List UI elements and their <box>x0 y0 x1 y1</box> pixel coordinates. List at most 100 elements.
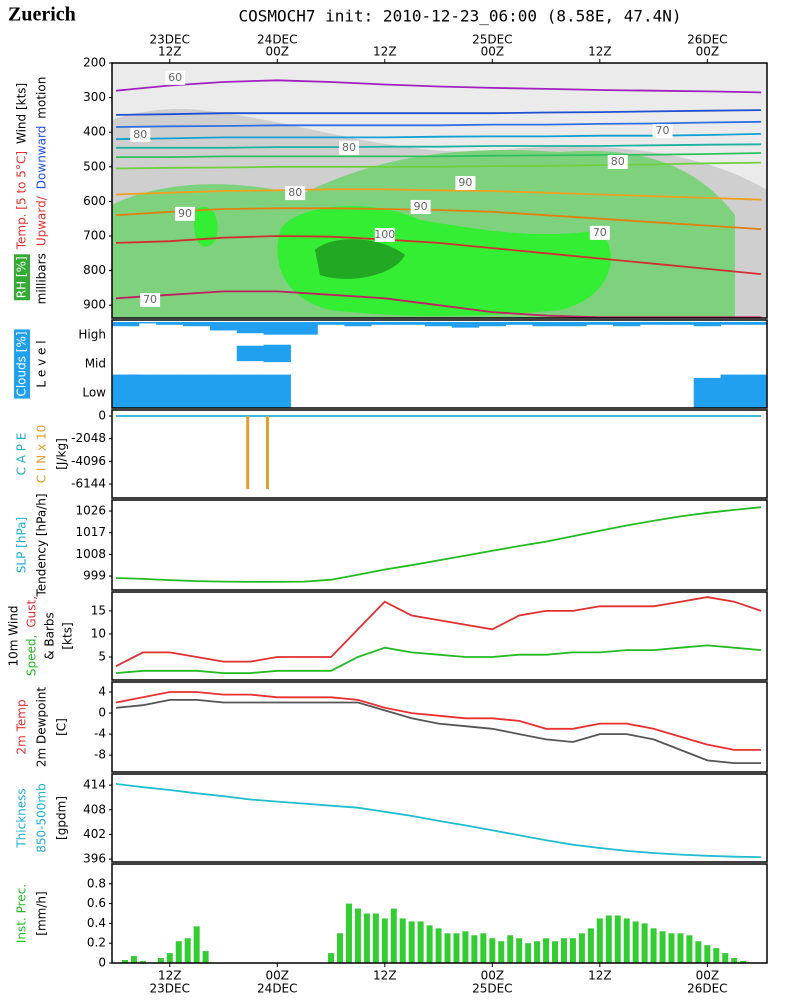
bar <box>372 913 379 963</box>
bar <box>157 958 164 963</box>
cloud-bar <box>371 322 399 325</box>
bar <box>453 933 460 963</box>
y-tick-label: 0 <box>98 706 106 720</box>
y-tick-label: 1008 <box>75 547 106 561</box>
date-label: 24DEC <box>257 33 297 47</box>
rh-saturated-area <box>194 206 218 247</box>
axis-label: millibars <box>35 253 49 304</box>
bar <box>498 941 505 963</box>
cloud-bar <box>263 344 291 363</box>
bar <box>175 941 182 963</box>
time-label: 00Z <box>266 45 290 59</box>
y-tick-label: 408 <box>83 802 106 816</box>
bar <box>265 415 269 490</box>
series-line <box>116 152 762 158</box>
y-tick-label: Mid <box>85 357 106 371</box>
series-line <box>115 644 762 674</box>
series-line <box>115 161 762 170</box>
cloud-bar <box>263 374 291 408</box>
cloud-bar <box>666 322 695 325</box>
y-tick-label: 402 <box>83 827 106 841</box>
axis-label: RH [%] <box>15 256 29 298</box>
time-label: 00Z <box>266 969 290 983</box>
cloud-bar <box>129 322 157 324</box>
bar <box>605 915 612 963</box>
series-line <box>115 79 762 94</box>
bar <box>516 938 523 963</box>
cloud-bar <box>112 322 140 327</box>
y-tick-label: 396 <box>83 852 106 866</box>
series-line <box>115 596 762 668</box>
chart-title: COSMOCH7 init: 2010-12-23_06:00 (8.58E, … <box>238 7 681 26</box>
cloud-bar <box>532 322 560 327</box>
series-line <box>115 109 762 116</box>
cloud-bar <box>559 322 587 327</box>
y-tick-label: 0.4 <box>87 916 106 930</box>
bar <box>417 921 424 963</box>
bar <box>202 951 209 963</box>
axis-label: SLP [hPa] <box>15 517 29 573</box>
cloud-bar <box>747 322 767 325</box>
cloud-bar <box>720 374 748 408</box>
y-tick-label: -6144 <box>71 477 106 491</box>
contour-label: 80 <box>342 141 356 154</box>
rh-core-area <box>315 239 405 279</box>
y-tick-label: 200 <box>83 56 106 70</box>
panel-frame <box>111 591 768 681</box>
y-tick-label: 1017 <box>75 525 106 539</box>
series-line <box>115 120 762 128</box>
bar <box>337 933 344 963</box>
cloud-bar <box>639 322 668 325</box>
cloud-bar <box>720 322 748 325</box>
bar <box>246 415 250 490</box>
cloud-bar <box>693 377 721 408</box>
time-label: 12Z <box>588 45 612 59</box>
cloud-bar <box>183 374 211 408</box>
axis-label: [C] <box>55 718 69 736</box>
y-tick-label: 700 <box>83 228 106 242</box>
y-tick-label: High <box>78 327 106 341</box>
date-label: 25DEC <box>472 982 512 996</box>
axis-label: & Barbs <box>43 612 57 660</box>
bar <box>543 938 550 963</box>
axis-label: C I N x 10 <box>35 425 49 484</box>
y-tick-label: 0 <box>98 408 106 422</box>
cloud-bar <box>209 374 238 408</box>
contour-label: 80 <box>133 128 147 141</box>
y-tick-label: -4 <box>94 727 106 741</box>
rh-low-area <box>112 63 767 190</box>
cloud-bar <box>317 322 345 325</box>
y-tick-label: 15 <box>91 603 106 617</box>
bar <box>363 913 370 963</box>
panel-frame <box>111 863 768 964</box>
y-tick-label: 0.8 <box>87 876 106 890</box>
axis-label: Clouds [%] <box>15 331 29 396</box>
bar <box>489 938 496 963</box>
series-line <box>115 188 762 201</box>
axis-label: [gpdm] <box>55 796 69 840</box>
date-label: 25DEC <box>472 33 512 47</box>
bar <box>534 941 541 963</box>
y-tick-label: 600 <box>83 194 106 208</box>
cloud-bar <box>613 322 641 327</box>
series-line <box>115 506 762 583</box>
axis-label: [mm/h] <box>35 891 49 935</box>
bar <box>668 933 675 963</box>
series-line <box>115 235 762 275</box>
bar <box>695 941 702 963</box>
bar <box>632 921 639 963</box>
cloud-bar <box>451 322 480 328</box>
y-tick-label: 4 <box>98 685 106 699</box>
series-line <box>115 783 762 858</box>
bar <box>507 935 514 963</box>
cloud-bar <box>344 322 372 327</box>
time-label: 12Z <box>373 969 397 983</box>
contour-label-box <box>130 127 151 142</box>
panel-frame <box>111 62 768 319</box>
contour-label-box <box>410 199 431 214</box>
bar <box>408 921 415 963</box>
bar <box>525 943 532 963</box>
bar <box>713 948 720 963</box>
